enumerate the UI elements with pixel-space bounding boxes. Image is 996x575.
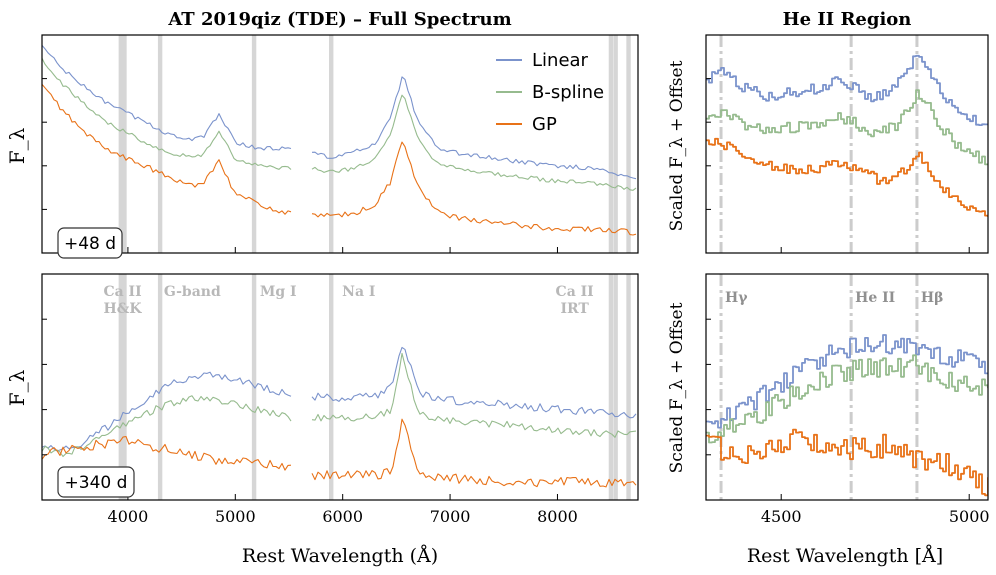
line-label: Hβ [921,290,944,306]
feature-band [122,35,127,253]
feature-band [118,274,124,500]
x-tick-label: 6000 [322,507,363,526]
legend: Linear B-spline GP [496,50,604,135]
legend-label-bspline: B-spline [532,82,604,103]
series-b-spline [706,89,988,166]
chart-title: AT 2019qiz (TDE) – Full Spectrum [167,9,511,30]
axes-frame [705,34,989,254]
series-gp [42,418,637,488]
epoch-label: +48 d [64,234,116,254]
feature-label: Ca II [556,284,594,300]
series-linear [42,44,637,180]
spectra [42,346,637,488]
marker-lines [719,35,919,253]
spectra [706,334,988,497]
feature-label: H&K [104,301,143,317]
tick-marks: 4000 5000 6000 7000 8000 [42,318,578,526]
epoch-badge: +48 d [57,227,123,259]
feature-bands [118,274,631,500]
series-b-spline [42,352,637,458]
x-tick-label: 7000 [430,507,471,526]
series-linear [706,334,988,429]
y-axis-label: F_λ [5,127,29,164]
feature-band [157,274,163,500]
feature-label: Mg I [260,284,297,300]
tick-marks: 4500 5000 [706,318,990,526]
feature-bands [118,35,631,253]
series-linear [42,346,637,452]
line-label: He II [855,290,895,306]
y-axis-label: F_λ [5,369,29,406]
epoch-badge-box [57,466,135,498]
feature-band [157,35,163,253]
feature-band [328,274,334,500]
epoch-badge-box [57,227,123,259]
legend-label-gp: GP [532,114,557,135]
axes-frame [41,34,639,254]
panel-full-spectrum-48d [41,34,639,254]
feature-band [608,274,614,500]
marker-lines [719,274,919,500]
x-axis-label: Rest Wavelength [Å] [747,545,943,567]
x-axis-label: Rest Wavelength (Å) [242,545,438,567]
feature-band [608,35,614,253]
epoch-badge: +340 d [57,466,135,498]
feature-band [251,35,257,253]
x-tick-label: 8000 [537,507,578,526]
feature-label: Na I [342,284,375,300]
y-axis-label: Scaled F_λ + Offset [667,60,687,231]
x-tick-label: 4500 [761,507,802,526]
x-tick-label: 5000 [949,507,990,526]
legend-label-linear: Linear [532,50,589,71]
feature-band [118,35,124,253]
chart-title-he-ii: He II Region [783,9,912,30]
axes-frame [705,273,989,501]
series-b-spline [42,58,637,191]
panel-he-ii-bottom: 4500 5000 Hγ He II Hβ [705,273,990,526]
tick-marks [42,78,558,253]
panel-he-ii-top [705,34,989,254]
feature-band [122,274,127,500]
spectra [706,54,988,217]
spectra [42,44,637,236]
feature-label: IRT [560,301,589,317]
feature-band [328,35,334,253]
line-labels: Hγ He II Hβ [725,290,943,306]
x-tick-label: 5000 [215,507,256,526]
series-gp [706,428,988,497]
feature-band [613,35,618,253]
line-label: Hγ [725,290,748,306]
feature-label: G-band [164,284,221,300]
tick-marks [706,78,970,253]
feature-band [626,274,631,500]
series-gp [42,83,637,236]
epoch-label: +340 d [65,473,128,493]
series-linear [706,54,988,126]
series-gp [706,137,988,217]
feature-label: Ca II [103,284,141,300]
feature-band [626,35,631,253]
series-b-spline [706,354,988,444]
feature-band [613,274,618,500]
axes-frame [41,273,639,501]
x-tick-label: 4000 [108,507,149,526]
y-axis-label: Scaled F_λ + Offset [667,302,687,473]
